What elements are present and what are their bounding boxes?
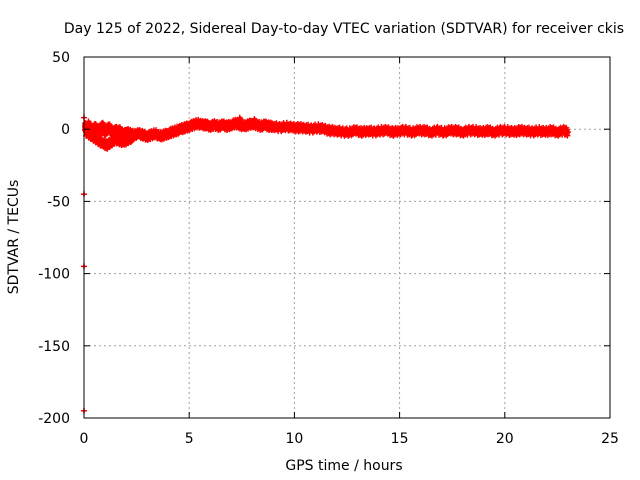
y-tick-label: 50 (52, 50, 70, 66)
x-tick-label: 20 (496, 431, 514, 447)
x-axis-label: GPS time / hours (285, 458, 402, 474)
y-tick-label: 0 (61, 122, 70, 138)
y-axis-label: SDTVAR / TECUs (6, 180, 22, 295)
data-point-spike (241, 123, 248, 130)
y-tick-label: -100 (38, 267, 70, 283)
data-points (81, 114, 571, 414)
data-point (564, 129, 571, 136)
x-tick-label: 10 (285, 431, 303, 447)
y-tick-label: -50 (47, 194, 70, 210)
data-point-spike (256, 124, 263, 131)
y-axis: -200 -150 -100 -50 0 50 (38, 50, 610, 427)
plot-frame (83, 56, 611, 419)
x-tick-label: 0 (80, 431, 89, 447)
y-tick-label: -150 (38, 339, 70, 355)
grid (84, 57, 610, 418)
x-tick-label: 25 (601, 431, 619, 447)
y-tick-label: -200 (38, 411, 70, 427)
data-point (129, 134, 136, 141)
x-axis: 0 5 10 15 20 25 (80, 57, 619, 447)
chart-title: Day 125 of 2022, Sidereal Day-to-day VTE… (64, 21, 624, 37)
x-tick-label: 5 (185, 431, 194, 447)
x-tick-label: 15 (391, 431, 409, 447)
